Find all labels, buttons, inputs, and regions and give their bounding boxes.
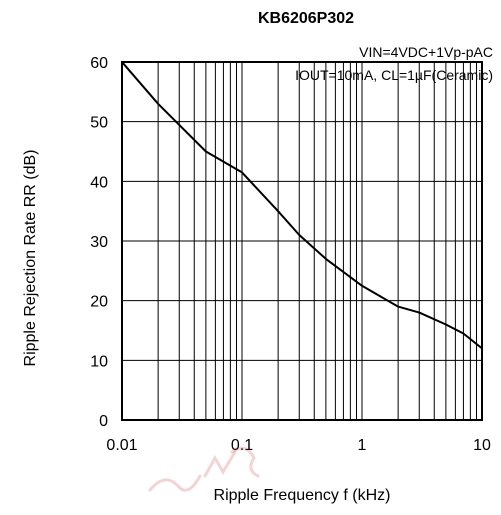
- x-axis-ticks: 0.01 0.1 1 10: [106, 437, 491, 454]
- chart-grid: [122, 62, 482, 420]
- x-tick-label: 0.01: [106, 437, 137, 454]
- x-axis-label: Ripple Frequency f (kHz): [214, 487, 391, 504]
- y-tick-label: 60: [90, 55, 108, 72]
- y-tick-label: 40: [90, 174, 108, 191]
- plot-frame: [121, 61, 483, 421]
- condition-note-iout: IOUT=10mA, CL=1µF(Ceramic): [295, 67, 493, 83]
- chart-series: [121, 61, 483, 350]
- y-axis-label: Ripple Rejection Rate RR (dB): [22, 150, 39, 367]
- condition-note-vin: VIN=4VDC+1Vp-pAC: [359, 44, 493, 60]
- x-tick-label: 0.1: [231, 437, 253, 454]
- series-line: [121, 61, 483, 350]
- chart-title: KB6206P302: [258, 10, 354, 27]
- y-tick-label: 30: [90, 234, 108, 251]
- y-tick-label: 50: [90, 115, 108, 132]
- y-tick-label: 20: [90, 294, 108, 311]
- y-axis-ticks: 0 10 20 30 40 50 60: [90, 55, 108, 430]
- x-tick-label: 10: [473, 437, 491, 454]
- y-tick-label: 0: [99, 413, 108, 430]
- y-tick-label: 10: [90, 353, 108, 370]
- x-tick-label: 1: [358, 437, 367, 454]
- watermark-stamp: [148, 446, 260, 492]
